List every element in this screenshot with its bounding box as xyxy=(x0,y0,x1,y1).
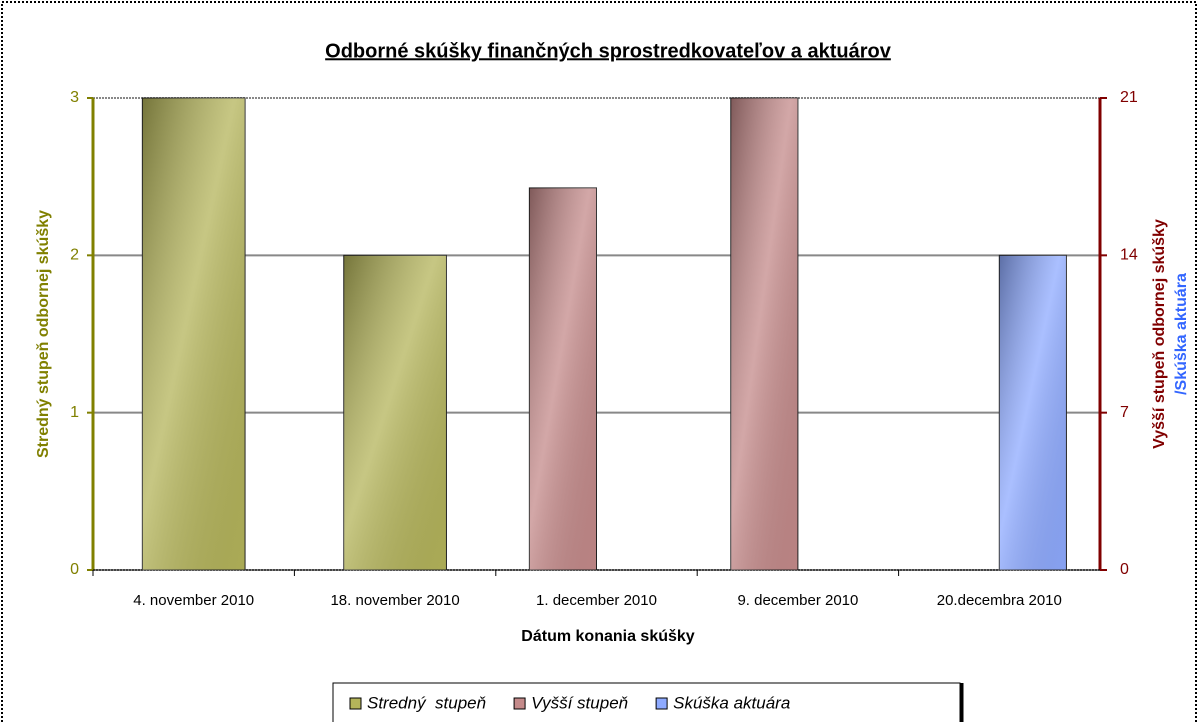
chart-title: Odborné skúšky finančných sprostredkovat… xyxy=(325,40,892,62)
y2-tick-label: 0 xyxy=(1120,561,1129,578)
y2-axis-title: /Skúška aktuára xyxy=(1173,273,1190,395)
y2-tick-label: 14 xyxy=(1120,247,1138,264)
x-tick-label: 4. november 2010 xyxy=(133,592,254,609)
legend-swatch xyxy=(349,697,362,710)
x-tick-label: 20.decembra 2010 xyxy=(937,592,1062,609)
bar-shade xyxy=(529,187,597,570)
y-tick-label: 1 xyxy=(70,404,79,421)
legend-label: Vyšší stupeň xyxy=(531,693,628,712)
legend-label: Stredný stupeň xyxy=(367,693,486,712)
y-tick-label: 3 xyxy=(70,89,79,106)
x-axis-title: Dátum konania skúšky xyxy=(521,628,695,645)
bar-shade xyxy=(343,255,447,571)
y2-axis-title: Vyšší stupeň odbornej skúšky xyxy=(1151,219,1168,449)
y2-tick-label: 21 xyxy=(1120,89,1138,106)
bar-shade xyxy=(142,98,246,570)
x-tick-label: 9. december 2010 xyxy=(737,592,858,609)
x-tick-label: 1. december 2010 xyxy=(536,592,657,609)
legend xyxy=(332,682,961,722)
legend-swatch xyxy=(513,697,526,710)
y-tick-label: 2 xyxy=(70,247,79,264)
y-tick-label: 0 xyxy=(70,561,79,578)
legend-label: Skúška aktuára xyxy=(673,693,790,712)
bar-shade xyxy=(999,255,1067,571)
y-axis-title: Stredný stupeň odbornej skúšky xyxy=(35,210,52,458)
y2-tick-label: 7 xyxy=(1120,404,1129,421)
legend-swatch xyxy=(655,697,668,710)
bar-shade xyxy=(730,98,798,570)
x-tick-label: 18. november 2010 xyxy=(330,592,459,609)
